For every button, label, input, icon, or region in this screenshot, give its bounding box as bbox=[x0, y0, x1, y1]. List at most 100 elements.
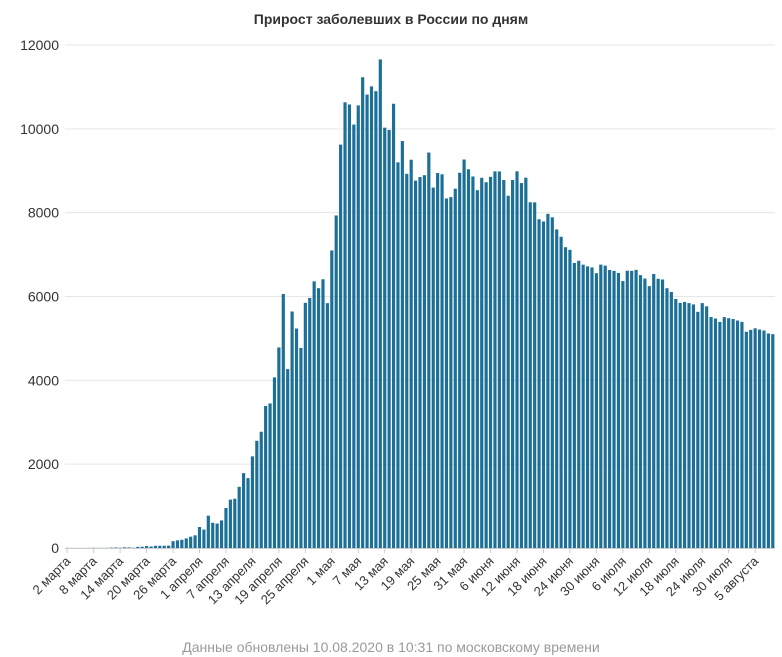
bar bbox=[378, 59, 382, 548]
bar bbox=[281, 293, 285, 548]
bar bbox=[325, 303, 329, 548]
bar bbox=[140, 546, 144, 548]
bar bbox=[391, 103, 396, 549]
bar bbox=[599, 264, 603, 548]
bar bbox=[471, 176, 475, 548]
bar bbox=[308, 297, 312, 548]
bar bbox=[546, 213, 550, 548]
bar bbox=[268, 403, 272, 548]
bar bbox=[466, 169, 471, 549]
bar bbox=[312, 281, 316, 548]
bar bbox=[136, 546, 140, 548]
bar bbox=[440, 174, 444, 548]
bar bbox=[696, 311, 700, 548]
bar bbox=[691, 304, 696, 548]
bar bbox=[753, 328, 757, 548]
bar bbox=[493, 171, 497, 548]
bar bbox=[713, 318, 718, 548]
bar bbox=[246, 478, 250, 548]
bar bbox=[272, 377, 277, 548]
bar bbox=[612, 270, 616, 548]
bar bbox=[683, 301, 687, 548]
bar bbox=[528, 202, 532, 548]
bar bbox=[458, 172, 462, 548]
bar bbox=[374, 91, 378, 548]
bar bbox=[740, 321, 744, 548]
bar bbox=[462, 159, 466, 548]
bar bbox=[343, 102, 347, 549]
bar bbox=[387, 129, 391, 549]
bar bbox=[184, 538, 188, 548]
bar bbox=[361, 77, 365, 548]
bar bbox=[585, 266, 590, 548]
bar bbox=[621, 281, 625, 548]
bar bbox=[189, 536, 193, 548]
bar bbox=[242, 473, 246, 548]
bar bbox=[219, 520, 224, 548]
bar bbox=[700, 303, 704, 548]
bars bbox=[65, 59, 775, 549]
bar bbox=[511, 180, 515, 548]
bar bbox=[211, 522, 215, 548]
bar bbox=[347, 104, 352, 549]
bar bbox=[255, 440, 259, 548]
bar bbox=[625, 270, 629, 548]
bar bbox=[396, 162, 400, 548]
bar bbox=[709, 317, 713, 548]
bar bbox=[630, 270, 634, 548]
bar bbox=[114, 547, 118, 548]
bar bbox=[400, 141, 404, 549]
bar bbox=[484, 182, 488, 548]
bar bbox=[352, 124, 356, 548]
update-footnote: Данные обновлены 10.08.2020 в 10:31 по м… bbox=[182, 639, 600, 655]
bar bbox=[405, 173, 409, 548]
bar bbox=[436, 173, 440, 549]
bar bbox=[158, 545, 162, 548]
bar bbox=[533, 202, 537, 548]
bar bbox=[365, 94, 369, 549]
bar bbox=[550, 217, 554, 549]
bar bbox=[497, 171, 501, 549]
bar bbox=[250, 456, 255, 548]
y-tick-label: 6000 bbox=[28, 289, 59, 305]
bar bbox=[749, 329, 753, 548]
bar bbox=[299, 347, 303, 548]
bar bbox=[727, 318, 731, 548]
bar bbox=[202, 529, 206, 548]
bar bbox=[153, 545, 157, 548]
bar bbox=[722, 317, 726, 548]
bar bbox=[224, 508, 228, 548]
bar bbox=[563, 247, 568, 548]
bar bbox=[206, 515, 210, 548]
y-tick-label: 8000 bbox=[28, 205, 59, 221]
bar bbox=[175, 540, 180, 548]
bar bbox=[687, 303, 691, 548]
bar bbox=[330, 250, 334, 548]
bar bbox=[735, 320, 740, 548]
bar bbox=[237, 486, 241, 548]
bar bbox=[555, 229, 559, 548]
bar bbox=[705, 306, 709, 548]
bar bbox=[762, 330, 766, 548]
bar bbox=[193, 535, 197, 548]
bar bbox=[427, 152, 431, 548]
bar bbox=[568, 249, 572, 549]
y-tick-label: 12000 bbox=[20, 37, 59, 53]
bar bbox=[519, 183, 524, 549]
x-tick-label: 1 мая bbox=[303, 554, 338, 589]
y-axis: 0 2000 4000 6000 8000 10000 12000 bbox=[20, 37, 59, 556]
bar bbox=[559, 236, 563, 549]
bar bbox=[453, 188, 457, 548]
y-tick-label: 4000 bbox=[28, 372, 59, 388]
bar bbox=[581, 264, 585, 548]
bar bbox=[334, 215, 338, 548]
chart-title: Прирост заболевших в России по дням bbox=[253, 11, 529, 27]
bar bbox=[449, 197, 453, 548]
bar bbox=[744, 331, 748, 548]
bar bbox=[594, 273, 598, 548]
bar bbox=[660, 279, 665, 548]
bar bbox=[369, 86, 374, 548]
bar bbox=[339, 144, 343, 548]
